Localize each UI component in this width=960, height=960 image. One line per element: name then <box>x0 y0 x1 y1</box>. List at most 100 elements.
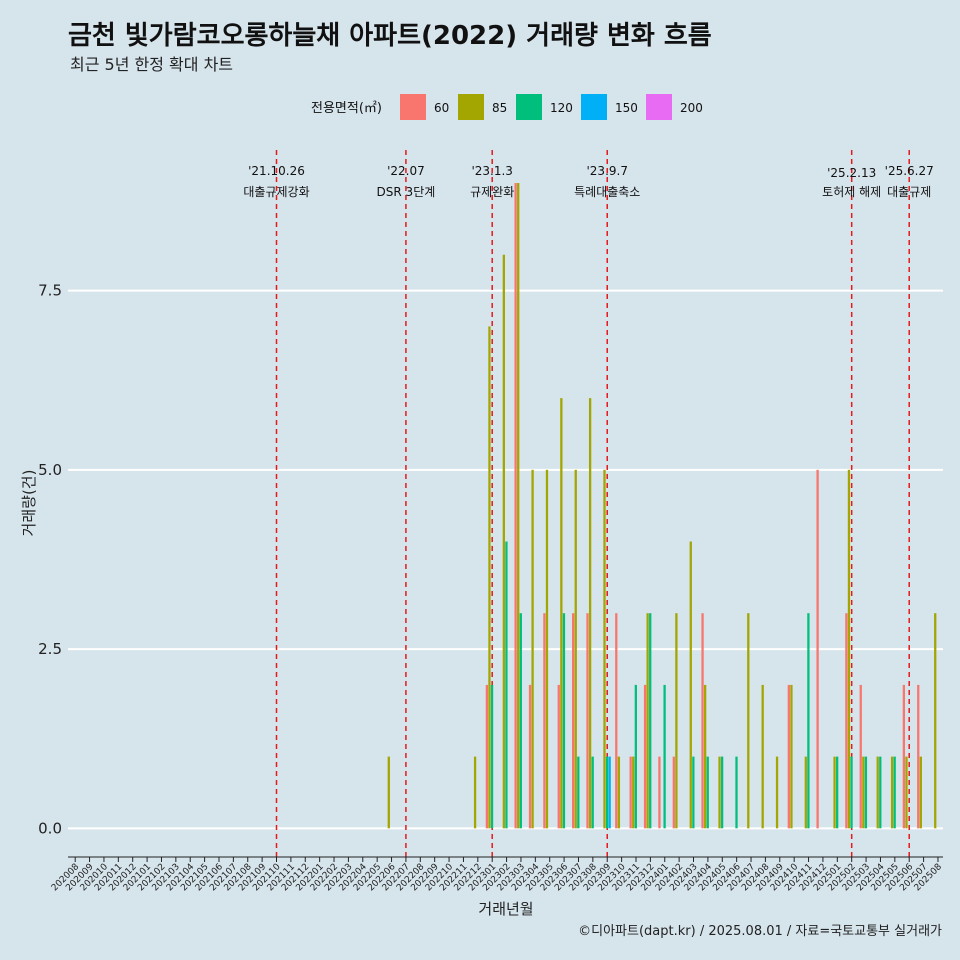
legend-label: 60 <box>434 101 449 115</box>
bar <box>704 684 707 829</box>
bar <box>850 756 853 829</box>
bar <box>517 183 520 829</box>
bar <box>807 613 810 829</box>
event-date-label: '21.10.26 <box>248 164 305 178</box>
bar <box>586 613 589 829</box>
bar <box>692 756 695 829</box>
bar <box>787 684 790 829</box>
bar <box>902 684 906 829</box>
bar <box>632 756 635 829</box>
bar <box>488 326 491 829</box>
legend-label: 150 <box>615 101 638 115</box>
bar <box>893 756 896 829</box>
bar <box>543 613 546 829</box>
bar <box>864 756 868 829</box>
bar <box>905 756 908 829</box>
bar <box>519 613 522 829</box>
event-date-label: '23.9.7 <box>587 164 628 178</box>
bar <box>562 613 566 829</box>
bar <box>629 756 632 829</box>
bar <box>514 183 517 829</box>
bar <box>672 756 675 829</box>
bar <box>577 756 580 829</box>
bar <box>490 684 494 829</box>
bar <box>790 684 793 829</box>
bar <box>917 684 920 829</box>
bar <box>387 756 390 829</box>
bar <box>845 613 848 829</box>
bar <box>531 469 534 829</box>
bar <box>560 398 563 829</box>
chart-title: 금천 빛가람코오롱하늘채 아파트(2022) 거래량 변화 흐름 <box>68 21 712 51</box>
legend-label: 85 <box>492 101 507 115</box>
bar <box>804 756 807 829</box>
bar <box>747 613 750 829</box>
bar <box>473 756 477 829</box>
bar <box>557 684 560 829</box>
event-date-label: '23.1.3 <box>471 164 512 178</box>
event-date-label: '25.2.13 <box>827 166 876 180</box>
bar <box>833 756 836 829</box>
bar <box>706 756 709 829</box>
event-label: 특례대출축소 <box>574 185 640 199</box>
legend-key <box>581 94 607 120</box>
legend-key <box>516 94 542 120</box>
event-label: 대출규제강화 <box>243 185 309 199</box>
event-date-label: '22.07 <box>387 164 425 178</box>
bar <box>761 684 764 829</box>
bar <box>720 756 724 829</box>
bar <box>836 756 839 829</box>
bar <box>816 469 819 829</box>
chart-subtitle: 최근 5년 한정 확대 차트 <box>70 55 233 74</box>
legend-title: 전용면적(㎡) <box>311 101 382 116</box>
bar <box>649 613 652 829</box>
bar <box>663 684 666 829</box>
bar <box>847 469 851 829</box>
bar <box>545 469 549 829</box>
y-tick-label: 7.5 <box>38 282 62 300</box>
bar <box>615 613 618 829</box>
bar <box>675 613 678 829</box>
bar <box>862 756 865 829</box>
bar <box>879 756 882 829</box>
chart-caption: ©디아파트(dapt.kr) / 2025.08.01 / 자료=국토교통부 실… <box>578 924 942 939</box>
event-label: 규제완화 <box>470 185 514 199</box>
bar <box>574 469 577 829</box>
x-axis-title: 거래년월 <box>478 900 533 918</box>
event-label: 대출규제 <box>887 185 931 199</box>
event-label: DSR 3단계 <box>377 185 436 199</box>
bar <box>689 541 692 829</box>
bar <box>591 756 594 829</box>
bar-layer <box>387 183 937 829</box>
event-label: 토허제 해제 <box>822 185 881 199</box>
bar <box>735 756 738 829</box>
bar <box>718 756 721 829</box>
bar <box>502 254 505 829</box>
y-tick-label: 5.0 <box>38 461 62 479</box>
bar <box>485 684 489 829</box>
bar <box>890 756 894 829</box>
bar <box>572 613 575 829</box>
legend-key <box>458 94 484 120</box>
bar <box>876 756 879 829</box>
y-tick-label: 0.0 <box>38 819 62 837</box>
bar <box>634 684 637 829</box>
bar <box>859 684 862 829</box>
bar <box>658 756 661 829</box>
bar <box>919 756 922 829</box>
bar <box>617 756 621 829</box>
bar <box>934 613 937 829</box>
legend-key <box>646 94 672 120</box>
event-date-label: '25.6.27 <box>885 164 934 178</box>
bar <box>588 398 592 829</box>
bar <box>505 541 508 829</box>
bar <box>643 684 647 829</box>
bar <box>605 756 609 829</box>
legend-label: 200 <box>680 101 703 115</box>
bar <box>603 469 606 829</box>
bar <box>528 684 532 829</box>
bar <box>646 613 649 829</box>
y-axis-title: 거래량(건) <box>20 470 38 537</box>
